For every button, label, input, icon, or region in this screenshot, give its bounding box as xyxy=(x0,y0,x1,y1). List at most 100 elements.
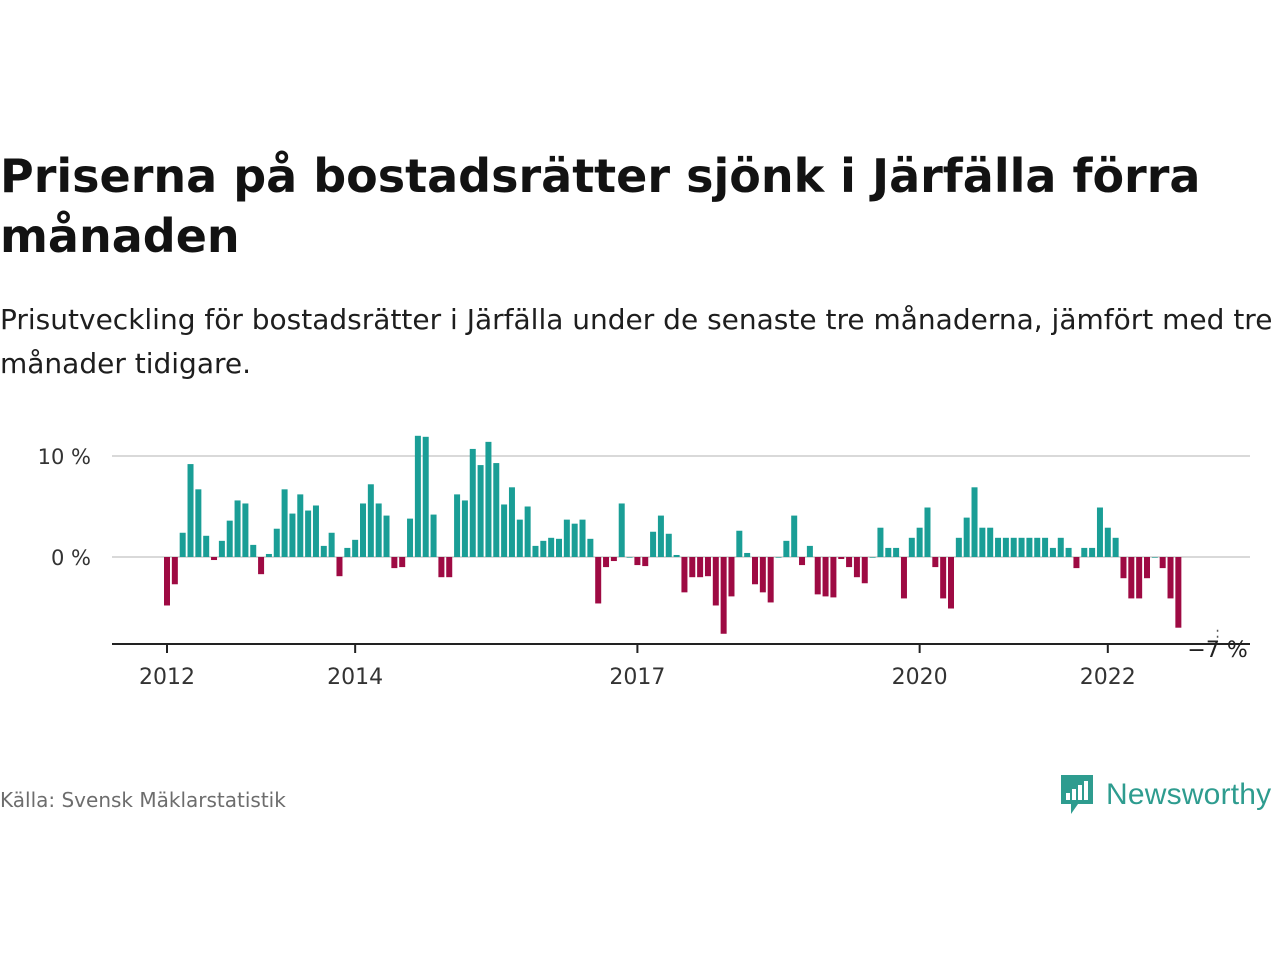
bar xyxy=(508,487,515,557)
bar xyxy=(211,557,218,561)
bar xyxy=(940,557,947,599)
bar xyxy=(1089,547,1096,557)
bar xyxy=(1136,557,1143,599)
bar xyxy=(963,517,970,557)
bar xyxy=(720,557,727,634)
bar xyxy=(1104,527,1111,557)
bar xyxy=(822,557,829,597)
chart-title: Priserna på bostadsrätter sjönk i Järfäl… xyxy=(0,149,1201,263)
bar xyxy=(273,528,280,557)
bar xyxy=(422,436,429,557)
bar xyxy=(171,557,178,585)
bar xyxy=(634,557,641,566)
bar xyxy=(626,557,633,558)
bar xyxy=(297,494,304,557)
bar xyxy=(1144,557,1150,579)
bar xyxy=(414,435,421,557)
bar xyxy=(556,538,562,557)
bar xyxy=(352,539,359,557)
bar xyxy=(532,545,539,557)
bar xyxy=(759,557,766,593)
x-axis xyxy=(112,643,1250,653)
bar xyxy=(995,537,1002,557)
bar xyxy=(218,540,225,557)
bar xyxy=(375,503,382,557)
bar xyxy=(485,441,492,557)
bar xyxy=(312,505,319,557)
bar xyxy=(657,515,664,557)
bar xyxy=(1151,557,1158,558)
bar xyxy=(320,545,327,557)
bar xyxy=(783,540,790,557)
bar xyxy=(1034,537,1041,557)
bar xyxy=(563,519,570,557)
bar xyxy=(336,557,343,577)
bar xyxy=(846,557,853,568)
bar xyxy=(697,557,704,578)
bar xyxy=(610,557,617,562)
bar xyxy=(987,527,994,557)
bar xyxy=(877,527,884,557)
bar xyxy=(814,557,821,595)
bar xyxy=(1167,557,1174,599)
bar xyxy=(501,504,508,557)
bar xyxy=(1002,537,1009,557)
bar xyxy=(1096,507,1103,557)
bar xyxy=(344,547,351,557)
bar xyxy=(948,557,954,609)
bar xyxy=(924,507,931,557)
bar xyxy=(265,553,272,557)
bar xyxy=(524,506,531,557)
bar xyxy=(1057,537,1064,557)
bar xyxy=(704,557,711,577)
bar xyxy=(728,557,735,597)
bar xyxy=(885,547,892,557)
x-tick-label: 2020 xyxy=(892,665,948,690)
source-note: Källa: Svensk Mäklarstatistik xyxy=(0,788,286,812)
bar xyxy=(799,557,806,566)
bar xyxy=(853,557,860,578)
bar xyxy=(673,554,680,557)
bar xyxy=(767,557,774,603)
bar xyxy=(469,448,476,557)
bar xyxy=(1018,537,1025,557)
x-tick-label: 2012 xyxy=(139,665,195,690)
bar xyxy=(1010,537,1017,557)
bar xyxy=(830,557,837,598)
bar xyxy=(226,520,233,557)
y-tick-label: 0 % xyxy=(51,546,91,570)
bar xyxy=(1159,557,1166,569)
bar xyxy=(454,494,461,557)
bar xyxy=(618,503,625,557)
bar xyxy=(979,527,986,557)
bar xyxy=(305,510,312,557)
bar xyxy=(328,532,335,557)
bar xyxy=(736,530,743,557)
bar xyxy=(164,557,170,606)
bar xyxy=(744,552,751,557)
bar xyxy=(281,489,288,557)
bar xyxy=(775,557,782,558)
bar xyxy=(642,557,649,567)
bar xyxy=(1049,547,1056,557)
newsworthy-logo[interactable]: Newsworthy xyxy=(1058,772,1271,818)
chart-subtitle: Prisutveckling för bostadsrätter i Järfä… xyxy=(0,303,1273,380)
bar-chart: 0 % 10 % 2012 2014 2017 2020 2022 −7 % xyxy=(38,435,1250,690)
bar xyxy=(838,557,845,560)
newsworthy-logo-text: Newsworthy xyxy=(1106,778,1272,811)
bar xyxy=(689,557,696,578)
bar xyxy=(360,503,366,557)
bar xyxy=(603,557,610,568)
bar xyxy=(548,537,555,557)
bar xyxy=(1112,537,1119,557)
bar xyxy=(791,515,798,557)
bar xyxy=(579,519,586,557)
bar xyxy=(399,557,406,568)
bar xyxy=(258,557,265,575)
bar xyxy=(1128,557,1135,599)
bar xyxy=(1120,557,1127,579)
bar xyxy=(971,487,978,557)
bar xyxy=(187,464,194,557)
bar xyxy=(893,547,900,557)
bar xyxy=(493,463,500,557)
